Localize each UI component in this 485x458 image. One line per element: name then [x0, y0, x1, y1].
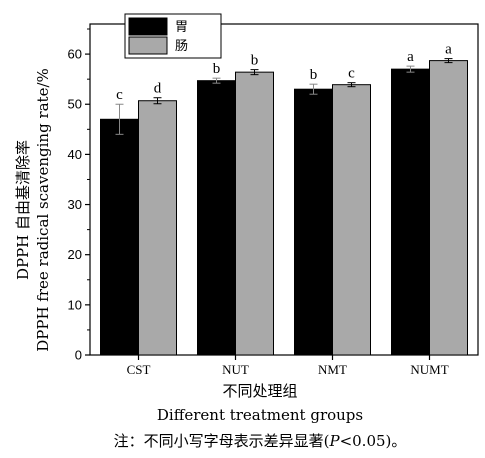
significance-label: b	[310, 67, 318, 83]
significance-label: a	[407, 49, 414, 65]
plot-area: 0 10 20 30 40 50 60 CST c d NUT b b NMT b c NUMT a a	[68, 23, 479, 377]
bar	[294, 88, 333, 356]
y-tick-label: 30	[68, 197, 82, 212]
legend: 胃肠	[124, 13, 222, 59]
significance-label: c	[116, 87, 123, 103]
bar	[429, 60, 468, 356]
bar	[332, 84, 371, 356]
y-tick-label: 0	[75, 348, 82, 363]
legend-swatch	[128, 36, 168, 55]
bar	[235, 71, 274, 356]
legend-label: 胃	[175, 20, 188, 35]
legend-label: 肠	[175, 39, 188, 54]
x-tick-label: NMT	[318, 362, 347, 377]
y-axis-title-line2: DPPH free radical scavenging rate/%	[34, 68, 52, 352]
bar	[197, 80, 236, 356]
bar	[100, 118, 139, 356]
bar	[138, 100, 177, 356]
y-tick-label: 60	[68, 47, 82, 62]
y-tick-label: 40	[68, 147, 82, 162]
y-tick-label: 20	[68, 247, 82, 262]
significance-label: b	[251, 53, 259, 69]
significance-label: c	[348, 66, 355, 82]
significance-label: a	[445, 42, 452, 58]
x-axis-title-en: Different treatment groups	[157, 406, 363, 424]
x-tick-label: NUT	[222, 362, 249, 377]
bar	[391, 68, 430, 356]
footnote: 注：不同小写字母表示差异显著(P<0.05)。	[114, 432, 407, 450]
legend-swatch	[128, 17, 168, 36]
y-axis-title-line1: DPPH 自由基清除率	[14, 140, 32, 280]
plot-frame	[89, 23, 479, 356]
y-tick-label: 50	[68, 97, 82, 112]
x-tick-label: NUMT	[410, 362, 448, 377]
significance-label: d	[154, 81, 162, 97]
x-axis-title-cn: 不同处理组	[222, 382, 297, 400]
x-tick-label: CST	[127, 362, 151, 377]
significance-label: b	[213, 61, 221, 77]
y-tick-label: 10	[68, 297, 82, 312]
